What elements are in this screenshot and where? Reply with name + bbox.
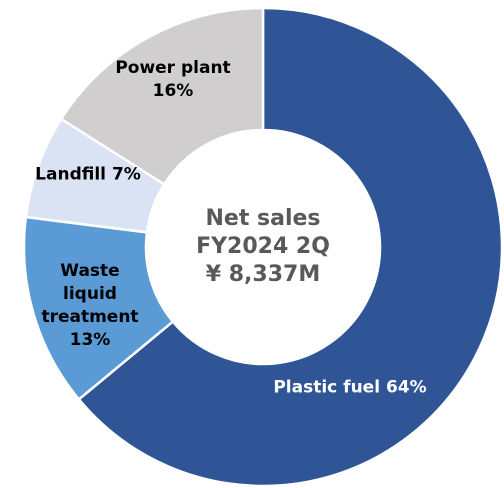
center-line: ¥ 8,337M	[205, 262, 321, 287]
category-name: Landfill	[35, 164, 107, 185]
slice	[77, 6, 504, 488]
slice	[22, 215, 175, 402]
category-name: Plastic fuel	[273, 377, 381, 398]
value-label: 7%	[111, 164, 141, 185]
center-line: FY2024 2Q	[196, 234, 330, 259]
value-label: 16%	[152, 81, 194, 101]
category-name: Power plant	[115, 58, 231, 78]
slice-label: Waste liquid treatment 13%	[34, 260, 146, 352]
slice	[59, 6, 265, 187]
slice-label: Plastic fuel 64%	[250, 377, 450, 400]
slice-label: Landfill 7%	[18, 164, 158, 187]
value-label: 13%	[69, 330, 111, 350]
category-name: Waste liquid treatment	[41, 261, 139, 327]
center-label: Net sales FY2024 2Q ¥ 8,337M	[196, 205, 330, 289]
center-line: Net sales	[205, 206, 321, 231]
value-label: 64%	[385, 377, 427, 398]
slice-label: Power plant 16%	[103, 57, 243, 103]
